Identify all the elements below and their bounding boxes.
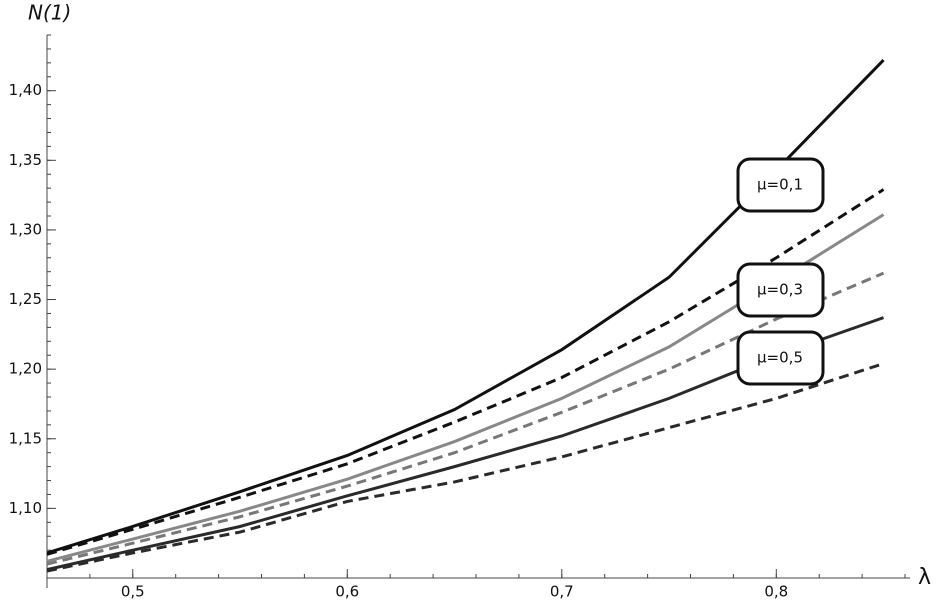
annotation: μ=0,3 (757, 281, 803, 299)
y-tick-label: 1,10 (9, 499, 42, 517)
annotation: μ=0,5 (757, 349, 803, 367)
series-line (46, 362, 885, 573)
annotation-box (736, 330, 825, 386)
y-tick-label: 1,30 (9, 220, 42, 238)
y-tick-label: 1,35 (9, 151, 42, 169)
x-tick-label: 0,7 (550, 583, 574, 601)
x-tick-label: 0,5 (121, 583, 145, 601)
y-tick-label: 1,15 (9, 429, 42, 447)
y-tick-label: 1,25 (9, 290, 42, 308)
annotation-box (736, 262, 825, 318)
x-axis-label: λ (918, 565, 931, 590)
series-line (46, 271, 885, 566)
annotation: μ=0,1 (757, 176, 803, 194)
y-tick-label: 1,40 (9, 81, 42, 99)
x-tick-label: 0,6 (335, 583, 359, 601)
y-tick-label: 1,20 (9, 360, 42, 378)
x-tick-label: 0,8 (764, 583, 788, 601)
y-axis-label: N(1) (28, 1, 71, 25)
annotation-box (736, 157, 825, 213)
